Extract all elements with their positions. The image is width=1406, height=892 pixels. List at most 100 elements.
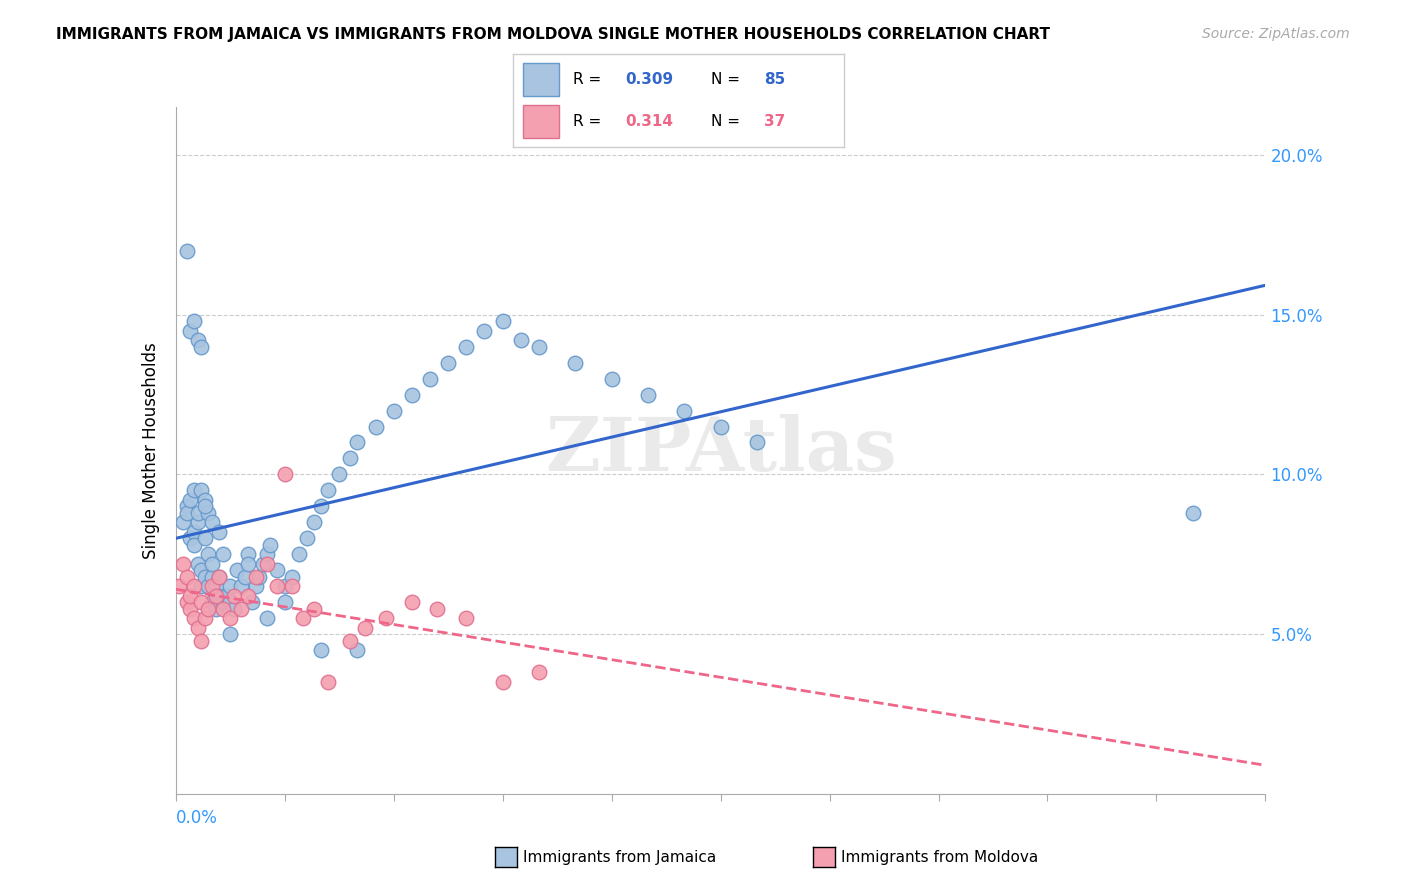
Text: R =: R =	[572, 114, 600, 129]
Point	[212, 601, 235, 615]
Point	[256, 557, 278, 571]
Point	[176, 506, 198, 520]
Point	[231, 601, 253, 615]
Point	[309, 500, 332, 514]
Point	[186, 557, 209, 571]
Point	[346, 643, 368, 657]
Point	[201, 595, 224, 609]
Text: ZIPAtlas: ZIPAtlas	[544, 414, 897, 487]
Point	[673, 403, 696, 417]
Point	[186, 506, 209, 520]
Point	[492, 675, 515, 690]
Point	[179, 531, 201, 545]
Point	[401, 595, 423, 609]
Point	[256, 547, 278, 561]
Point	[190, 483, 212, 498]
Text: 85: 85	[765, 71, 786, 87]
Text: N =: N =	[711, 114, 741, 129]
Point	[219, 627, 242, 641]
Point	[179, 493, 201, 508]
Point	[201, 557, 224, 571]
Point	[226, 563, 249, 577]
Point	[231, 579, 253, 593]
Y-axis label: Single Mother Households: Single Mother Households	[142, 343, 160, 558]
Text: Source: ZipAtlas.com: Source: ZipAtlas.com	[1202, 27, 1350, 41]
Point	[318, 483, 340, 498]
Point	[186, 516, 209, 530]
Point	[309, 643, 332, 657]
Point	[176, 500, 198, 514]
Text: Immigrants from Jamaica: Immigrants from Jamaica	[523, 850, 716, 864]
Point	[183, 314, 205, 328]
Text: 0.309: 0.309	[626, 71, 673, 87]
Point	[745, 435, 768, 450]
Point	[176, 595, 198, 609]
FancyBboxPatch shape	[523, 63, 560, 95]
Point	[600, 371, 623, 385]
Point	[183, 579, 205, 593]
Text: 37: 37	[765, 114, 786, 129]
Point	[179, 601, 201, 615]
Point	[238, 547, 260, 561]
Point	[233, 569, 256, 583]
Point	[474, 324, 496, 338]
Point	[509, 333, 531, 347]
Point	[527, 665, 550, 680]
Point	[176, 569, 198, 583]
Text: 0.314: 0.314	[626, 114, 673, 129]
Point	[183, 524, 205, 539]
Point	[382, 403, 405, 417]
Point	[256, 611, 278, 625]
Text: R =: R =	[572, 71, 600, 87]
Point	[238, 557, 260, 571]
Point	[291, 611, 314, 625]
Point	[219, 611, 242, 625]
Point	[197, 547, 219, 561]
Point	[179, 589, 201, 603]
Point	[208, 524, 231, 539]
Point	[208, 589, 231, 603]
Point	[176, 244, 198, 258]
Point	[637, 387, 659, 401]
Point	[172, 557, 194, 571]
Point	[219, 595, 242, 609]
Point	[240, 595, 263, 609]
Point	[274, 579, 297, 593]
Point	[346, 435, 368, 450]
Point	[204, 579, 226, 593]
Point	[492, 314, 515, 328]
FancyBboxPatch shape	[523, 105, 560, 138]
Point	[183, 538, 205, 552]
Point	[197, 506, 219, 520]
Point	[259, 538, 281, 552]
Point	[183, 611, 205, 625]
Point	[183, 483, 205, 498]
Point	[194, 569, 217, 583]
Point	[194, 611, 217, 625]
Point	[172, 516, 194, 530]
Point	[212, 547, 235, 561]
Point	[190, 563, 212, 577]
Point	[266, 563, 288, 577]
Point	[186, 333, 209, 347]
Point	[274, 595, 297, 609]
Point	[194, 493, 217, 508]
Point	[204, 601, 226, 615]
Point	[222, 589, 245, 603]
Point	[339, 451, 361, 466]
Point	[1181, 506, 1204, 520]
Point	[302, 601, 325, 615]
Text: Immigrants from Moldova: Immigrants from Moldova	[841, 850, 1038, 864]
Point	[190, 340, 212, 354]
Point	[201, 569, 224, 583]
Point	[564, 356, 586, 370]
Point	[527, 340, 550, 354]
Point	[215, 589, 238, 603]
Point	[456, 340, 478, 354]
Point	[208, 569, 231, 583]
Text: IMMIGRANTS FROM JAMAICA VS IMMIGRANTS FROM MOLDOVA SINGLE MOTHER HOUSEHOLDS CORR: IMMIGRANTS FROM JAMAICA VS IMMIGRANTS FR…	[56, 27, 1050, 42]
Point	[375, 611, 398, 625]
Point	[437, 356, 460, 370]
Point	[281, 569, 304, 583]
Point	[190, 579, 212, 593]
